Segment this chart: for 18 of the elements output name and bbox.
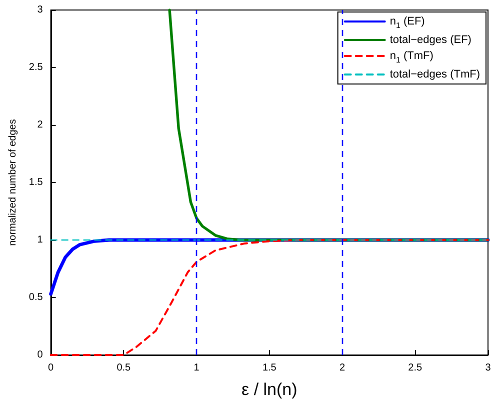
y-tick-label: 1: [37, 234, 44, 246]
x-tick-label: 0: [48, 362, 54, 374]
x-tick-label: 0.5: [116, 362, 132, 374]
legend-label: total−edges (TmF): [390, 68, 480, 80]
y-tick-label: 0: [37, 350, 44, 360]
x-tick-label: 3: [485, 362, 492, 374]
x-tick-label: 2.5: [408, 362, 423, 374]
y-tick-label: 0.5: [28, 292, 44, 303]
x-axis-title: ε / ln(n): [242, 380, 298, 399]
x-tick-label: 1: [194, 362, 200, 374]
legend-label: total−edges (EF): [390, 34, 472, 46]
y-tick-label: 3: [37, 4, 44, 16]
y-tick-label: 2.5: [28, 62, 44, 73]
y-tick-label: 2: [37, 120, 44, 130]
x-tick-label: 2: [339, 362, 346, 374]
y-axis-title: normalized number of edges: [8, 119, 18, 246]
x-tick-label: 1.5: [262, 362, 277, 374]
y-tick-label: 1.5: [28, 177, 44, 188]
